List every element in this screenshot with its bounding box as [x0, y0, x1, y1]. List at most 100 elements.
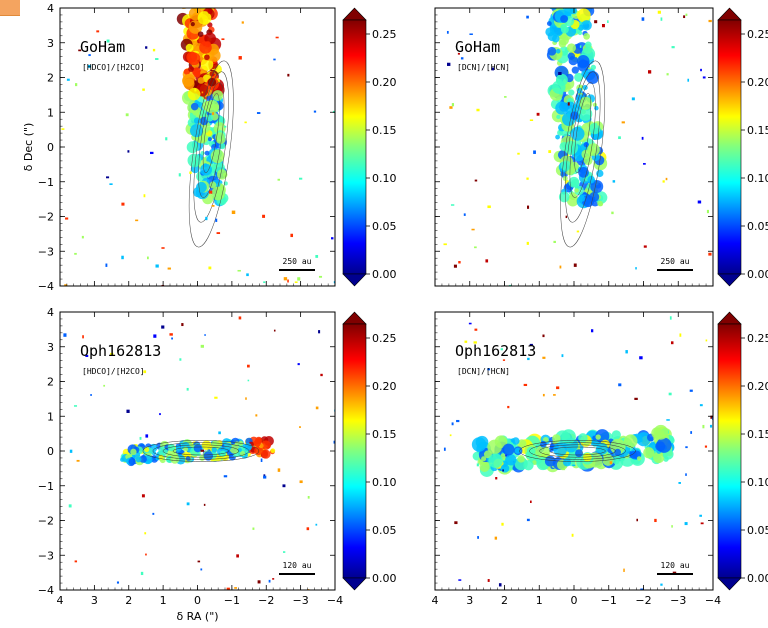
emission-blob — [567, 43, 576, 52]
emission-blob — [188, 0, 201, 6]
noise-pixel — [331, 237, 333, 239]
noise-pixel — [669, 393, 672, 396]
emission-blob — [578, 31, 582, 35]
noise-pixel — [75, 83, 77, 86]
noise-pixel — [636, 519, 638, 521]
noise-pixel — [526, 178, 528, 180]
emission-blob — [583, 85, 588, 90]
noise-pixel — [284, 277, 287, 280]
colorbar: 0.000.050.100.150.200.25 — [718, 312, 768, 590]
noise-pixel — [74, 253, 77, 255]
noise-pixel — [181, 323, 183, 326]
emission-blob — [545, 27, 554, 36]
noise-pixel — [90, 394, 92, 396]
y-tick-label: 3 — [47, 341, 54, 354]
noise-pixel — [142, 88, 145, 90]
emission-blob — [584, 156, 593, 165]
emission-blob — [556, 115, 560, 119]
y-tick-label: −3 — [38, 245, 54, 258]
noise-pixel — [70, 450, 72, 453]
noise-pixel — [161, 325, 164, 328]
scale-bar-label: 250 au — [661, 257, 690, 266]
emission-blob — [517, 455, 525, 463]
noise-pixel — [671, 525, 673, 527]
x-tick-label: 0 — [571, 594, 578, 607]
noise-pixel — [117, 581, 119, 583]
emission-blob — [555, 102, 568, 115]
noise-pixel — [560, 266, 562, 269]
noise-pixel — [474, 329, 477, 331]
colorbar-tick-label: 0.00 — [372, 268, 397, 281]
emission-blob — [637, 456, 641, 460]
emission-blob — [136, 456, 142, 462]
noise-pixel — [198, 561, 201, 563]
y-tick-label: 2 — [47, 72, 54, 85]
noise-pixel — [661, 17, 663, 20]
noise-pixel — [315, 524, 317, 526]
emission-blob — [559, 40, 567, 48]
noise-pixel — [618, 383, 621, 386]
colorbar-extend-top — [343, 8, 366, 20]
noise-pixel — [477, 463, 479, 466]
x-tick-label: 3 — [466, 594, 473, 607]
ratio-label: [HDCO]/[H2CO] — [82, 63, 145, 72]
y-tick-label: 1 — [47, 410, 54, 423]
noise-pixel — [666, 178, 668, 180]
noise-pixel — [542, 357, 545, 359]
emission-blob — [208, 78, 216, 86]
noise-pixel — [61, 128, 64, 130]
noise-pixel — [562, 354, 564, 357]
colorbar-extend-bottom — [343, 578, 366, 590]
emission-blob — [188, 88, 201, 101]
noise-pixel — [530, 501, 532, 503]
y-tick-label: 4 — [47, 2, 54, 15]
noise-pixel — [215, 219, 217, 222]
y-tick-label: −2 — [38, 211, 54, 224]
emission-blob — [204, 54, 210, 60]
noise-pixel — [701, 522, 704, 524]
noise-pixel — [247, 365, 250, 368]
noise-pixel — [700, 69, 702, 71]
noise-pixel — [307, 527, 310, 530]
colorbar-tick-label: 0.25 — [747, 332, 768, 345]
noise-pixel — [227, 588, 230, 590]
emission-blob — [523, 460, 533, 470]
noise-pixel — [663, 180, 665, 182]
noise-pixel — [660, 584, 662, 586]
noise-pixel — [476, 109, 479, 112]
noise-pixel — [252, 528, 254, 530]
colorbar-gradient — [718, 20, 741, 274]
noise-pixel — [135, 220, 138, 222]
noise-pixel — [594, 20, 597, 23]
noise-pixel — [257, 112, 260, 114]
noise-pixel — [474, 246, 477, 248]
colorbar-tick-label: 0.10 — [747, 172, 768, 185]
emission-blob — [198, 31, 204, 37]
noise-pixel — [171, 338, 173, 340]
noise-pixel — [471, 229, 474, 231]
emission-blob — [512, 437, 519, 444]
noise-pixel — [152, 513, 154, 515]
noise-pixel — [685, 446, 687, 448]
noise-pixel — [618, 136, 621, 139]
noise-pixel — [297, 277, 300, 280]
noise-pixel — [261, 459, 263, 462]
noise-pixel — [568, 102, 570, 105]
colorbar-gradient — [343, 20, 366, 274]
noise-pixel — [205, 217, 207, 220]
noise-pixel — [572, 465, 575, 467]
noise-pixel — [658, 11, 661, 14]
noise-pixel — [209, 191, 212, 194]
noise-pixel — [201, 345, 204, 348]
noise-pixel — [283, 551, 285, 553]
scale-bar-label: 120 au — [283, 561, 312, 570]
noise-pixel — [611, 212, 613, 215]
noise-pixel — [201, 450, 204, 452]
noise-pixel — [274, 330, 276, 332]
noise-pixel — [447, 63, 450, 66]
y-axis-label: δ Dec (") — [22, 123, 35, 172]
colorbar-gradient — [718, 324, 741, 578]
noise-pixel — [635, 267, 637, 269]
noise-pixel — [495, 477, 497, 479]
emission-blob — [188, 52, 201, 65]
